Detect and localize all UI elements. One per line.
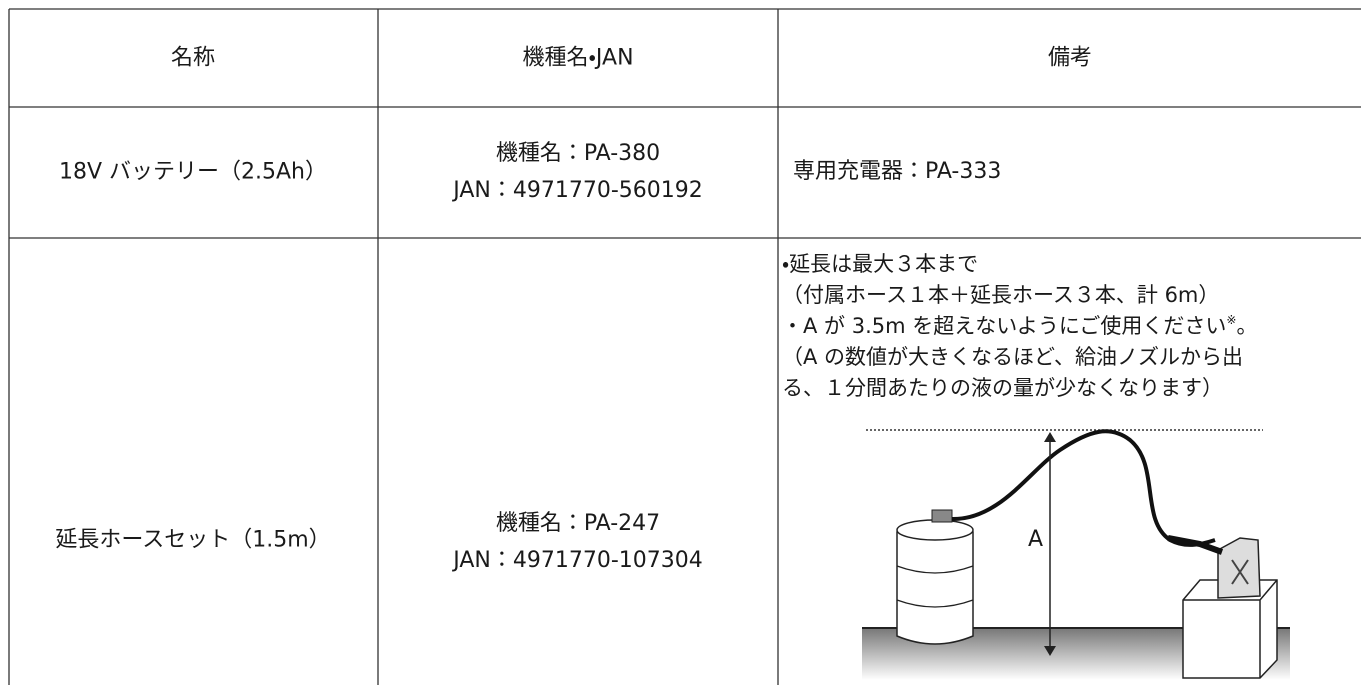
model-cell: 機種名：PA-247 JAN：4971770-107304 (453, 505, 703, 579)
figure-label: A (1028, 527, 1044, 552)
model-line: JAN：4971770-560192 (453, 178, 703, 203)
note-line: ・A が 3.5m を超えないようにご使用ください※。 (782, 311, 1257, 342)
header-cell: 備考 (1047, 45, 1093, 71)
model-line: JAN：4971770-107304 (453, 548, 703, 573)
header-cell: 名称 (170, 45, 216, 71)
note-mark: ※ (1226, 313, 1237, 327)
note-text: ・A が 3.5m を超えないようにご使用ください (782, 314, 1227, 338)
model-cell: 機種名：PA-380 JAN：4971770-560192 (453, 135, 703, 209)
note-line: 専用充電器：PA-333 (793, 159, 1002, 184)
note-line: る、１分間あたりの液の量が少なくなります） (782, 376, 1223, 400)
product-name: 18V バッテリー（2.5Ah） (58, 159, 328, 185)
product-name: 延長ホースセット（1.5m） (55, 527, 331, 553)
note-block: ・延長は最大３本まで （付属ホース１本＋延長ホース３本、計 6m） ・A が 3… (782, 249, 1257, 404)
note-line: （A の数値が大きくなるほど、給油ノズルから出 (782, 345, 1243, 369)
model-line: 機種名：PA-380 (495, 141, 661, 166)
note-line: ・延長は最大３本まで (782, 252, 979, 276)
note-line: （付属ホース１本＋延長ホース３本、計 6m） (782, 283, 1220, 307)
header-cell: 機種名・JAN (522, 45, 634, 71)
hose-illustration (862, 429, 1290, 680)
note-end: 。 (1236, 314, 1258, 338)
model-line: 機種名：PA-247 (495, 511, 661, 536)
